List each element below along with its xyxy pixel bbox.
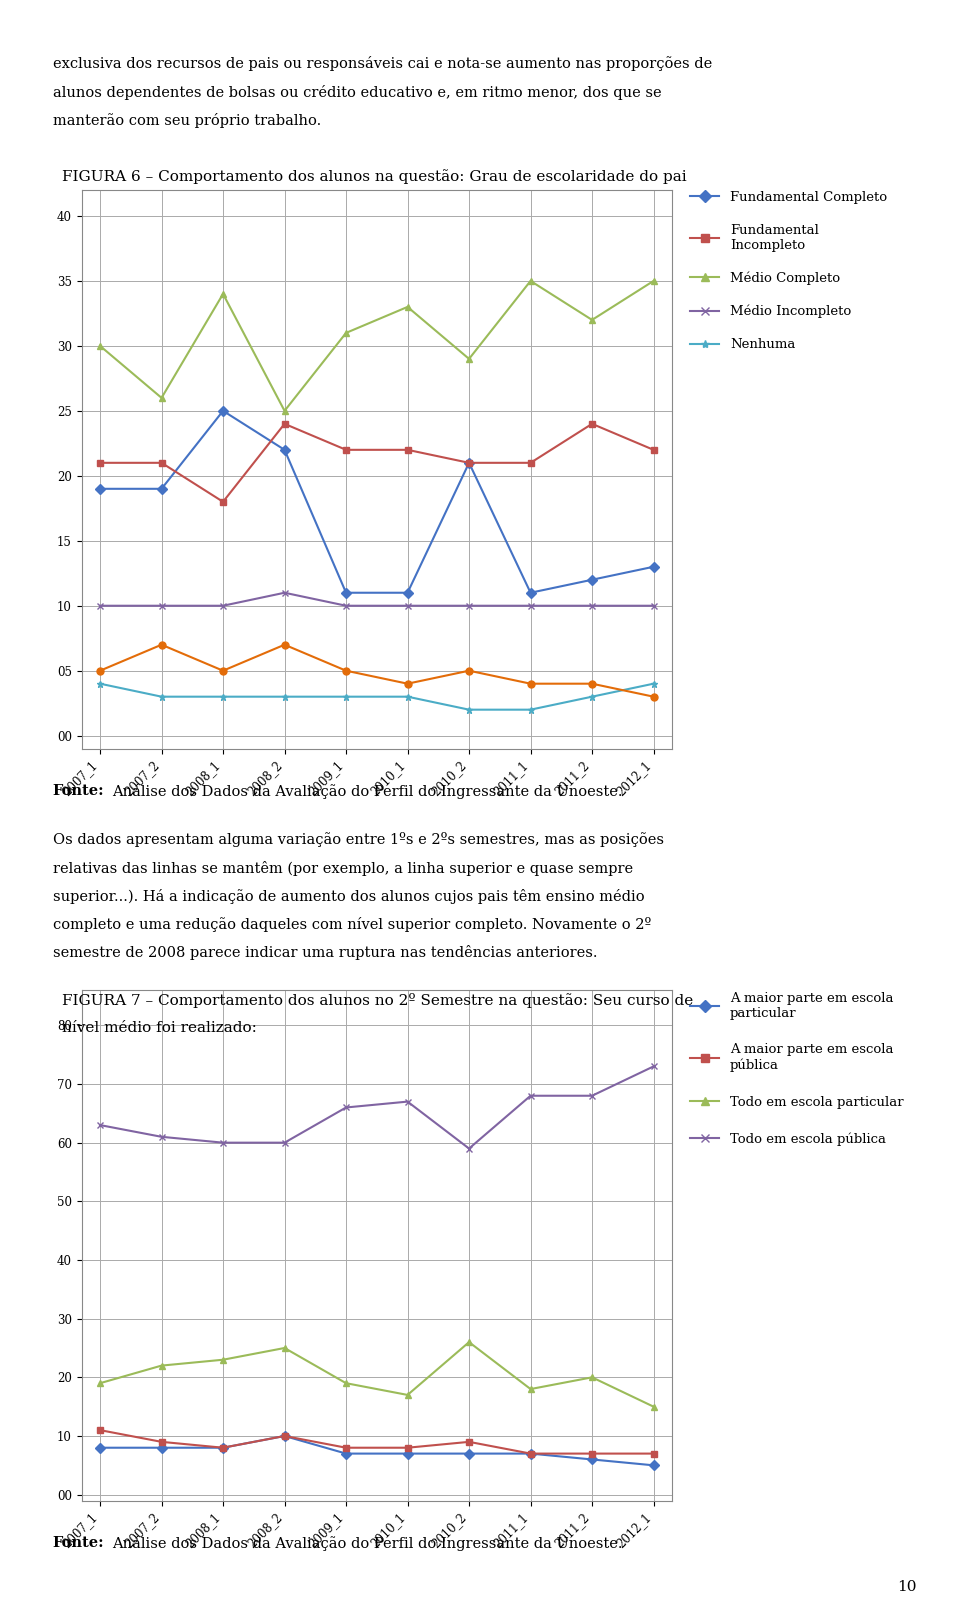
- Text: Os dados apresentam alguma variação entre 1ºs e 2ºs semestres, mas as posições: Os dados apresentam alguma variação entr…: [53, 832, 663, 847]
- Text: nível médio foi realizado:: nível médio foi realizado:: [62, 1021, 257, 1035]
- Text: 10: 10: [898, 1579, 917, 1594]
- Text: Fonte:: Fonte:: [53, 784, 105, 799]
- Text: exclusiva dos recursos de pais ou responsáveis cai e nota-se aumento nas proporç: exclusiva dos recursos de pais ou respon…: [53, 56, 712, 71]
- Text: manterão com seu próprio trabalho.: manterão com seu próprio trabalho.: [53, 113, 321, 127]
- Text: FIGURA 7 – Comportamento dos alunos no 2º Semestre na questão: Seu curso de: FIGURA 7 – Comportamento dos alunos no 2…: [62, 992, 694, 1008]
- Legend: Fundamental Completo, Fundamental
Incompleto, Médio Completo, Médio Incompleto, : Fundamental Completo, Fundamental Incomp…: [690, 192, 887, 351]
- Text: Análise dos Dados da Avaliação do Perfil do Ingressante da Unoeste.: Análise dos Dados da Avaliação do Perfil…: [112, 784, 623, 799]
- Text: completo e uma redução daqueles com nível superior completo. Novamente o 2º: completo e uma redução daqueles com níve…: [53, 916, 651, 932]
- Text: relativas das linhas se mantêm (por exemplo, a linha superior e quase sempre: relativas das linhas se mantêm (por exem…: [53, 860, 633, 876]
- Text: semestre de 2008 parece indicar uma ruptura nas tendências anteriores.: semestre de 2008 parece indicar uma rupt…: [53, 945, 597, 960]
- Legend: A maior parte em escola
particular, A maior parte em escola
pública, Todo em esc: A maior parte em escola particular, A ma…: [690, 992, 903, 1146]
- Text: FIGURA 6 – Comportamento dos alunos na questão: Grau de escolaridade do pai: FIGURA 6 – Comportamento dos alunos na q…: [62, 169, 687, 184]
- Text: Fonte:: Fonte:: [53, 1536, 105, 1550]
- Text: Análise dos Dados da Avaliação do Perfil do Ingressante da Unoeste.: Análise dos Dados da Avaliação do Perfil…: [112, 1536, 623, 1550]
- Text: alunos dependentes de bolsas ou crédito educativo e, em ritmo menor, dos que se: alunos dependentes de bolsas ou crédito …: [53, 84, 661, 100]
- Text: superior...). Há a indicação de aumento dos alunos cujos pais têm ensino médio: superior...). Há a indicação de aumento …: [53, 889, 644, 903]
